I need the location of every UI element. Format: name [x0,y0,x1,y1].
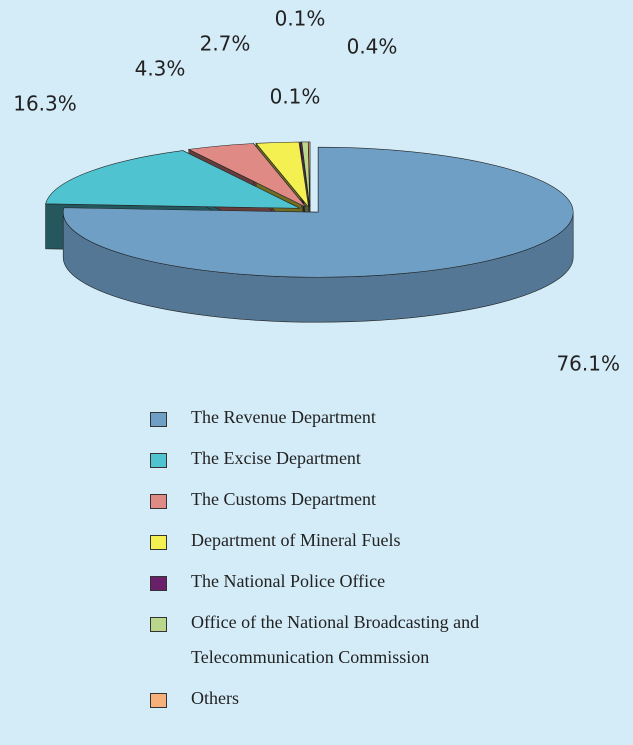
tops [45,141,574,278]
legend-swatch [150,412,167,427]
legend-item: The Customs Department [150,489,550,517]
data-label: 0.1% [270,85,321,109]
legend-swatch [150,576,167,591]
pie-area: 76.1% 16.3% 4.3% 2.7% 0.1% 0.4% 0.1% [13,7,620,376]
legend-item: The National Police Office [150,571,550,599]
slice [187,143,307,208]
legend-label: Office of the National Broadcasting and … [191,612,480,667]
legend-label: The Customs Department [191,489,376,509]
legend-swatch [150,535,167,550]
slice [62,146,574,278]
slice [255,141,309,208]
data-label: 76.1% [556,352,620,376]
legend-item: The Excise Department [150,448,550,476]
legend-label: The Revenue Department [191,407,376,427]
legend: The Revenue Department The Excise Departm… [150,407,550,730]
data-label: 0.4% [347,35,398,59]
legend-swatch [150,494,167,509]
data-label: 0.1% [275,7,326,31]
legend-swatch [150,693,167,708]
legend-item: Others [150,688,550,716]
legend-swatch [150,453,167,468]
slice [308,141,311,207]
legend-item: The Revenue Department [150,407,550,435]
data-label: 2.7% [200,32,251,56]
legend-label: The National Police Office [191,571,386,591]
legend-label: Others [191,688,239,708]
legend-swatch [150,617,167,632]
legend-label: The Excise Department [191,448,361,468]
legend-label: Department of Mineral Fuels [191,530,401,550]
legend-item: Office of the National Broadcasting and … [150,612,550,675]
slice [45,150,301,209]
legend-item: Department of Mineral Fuels [150,530,550,558]
data-label: 4.3% [135,57,186,81]
data-label: 16.3% [13,92,77,116]
